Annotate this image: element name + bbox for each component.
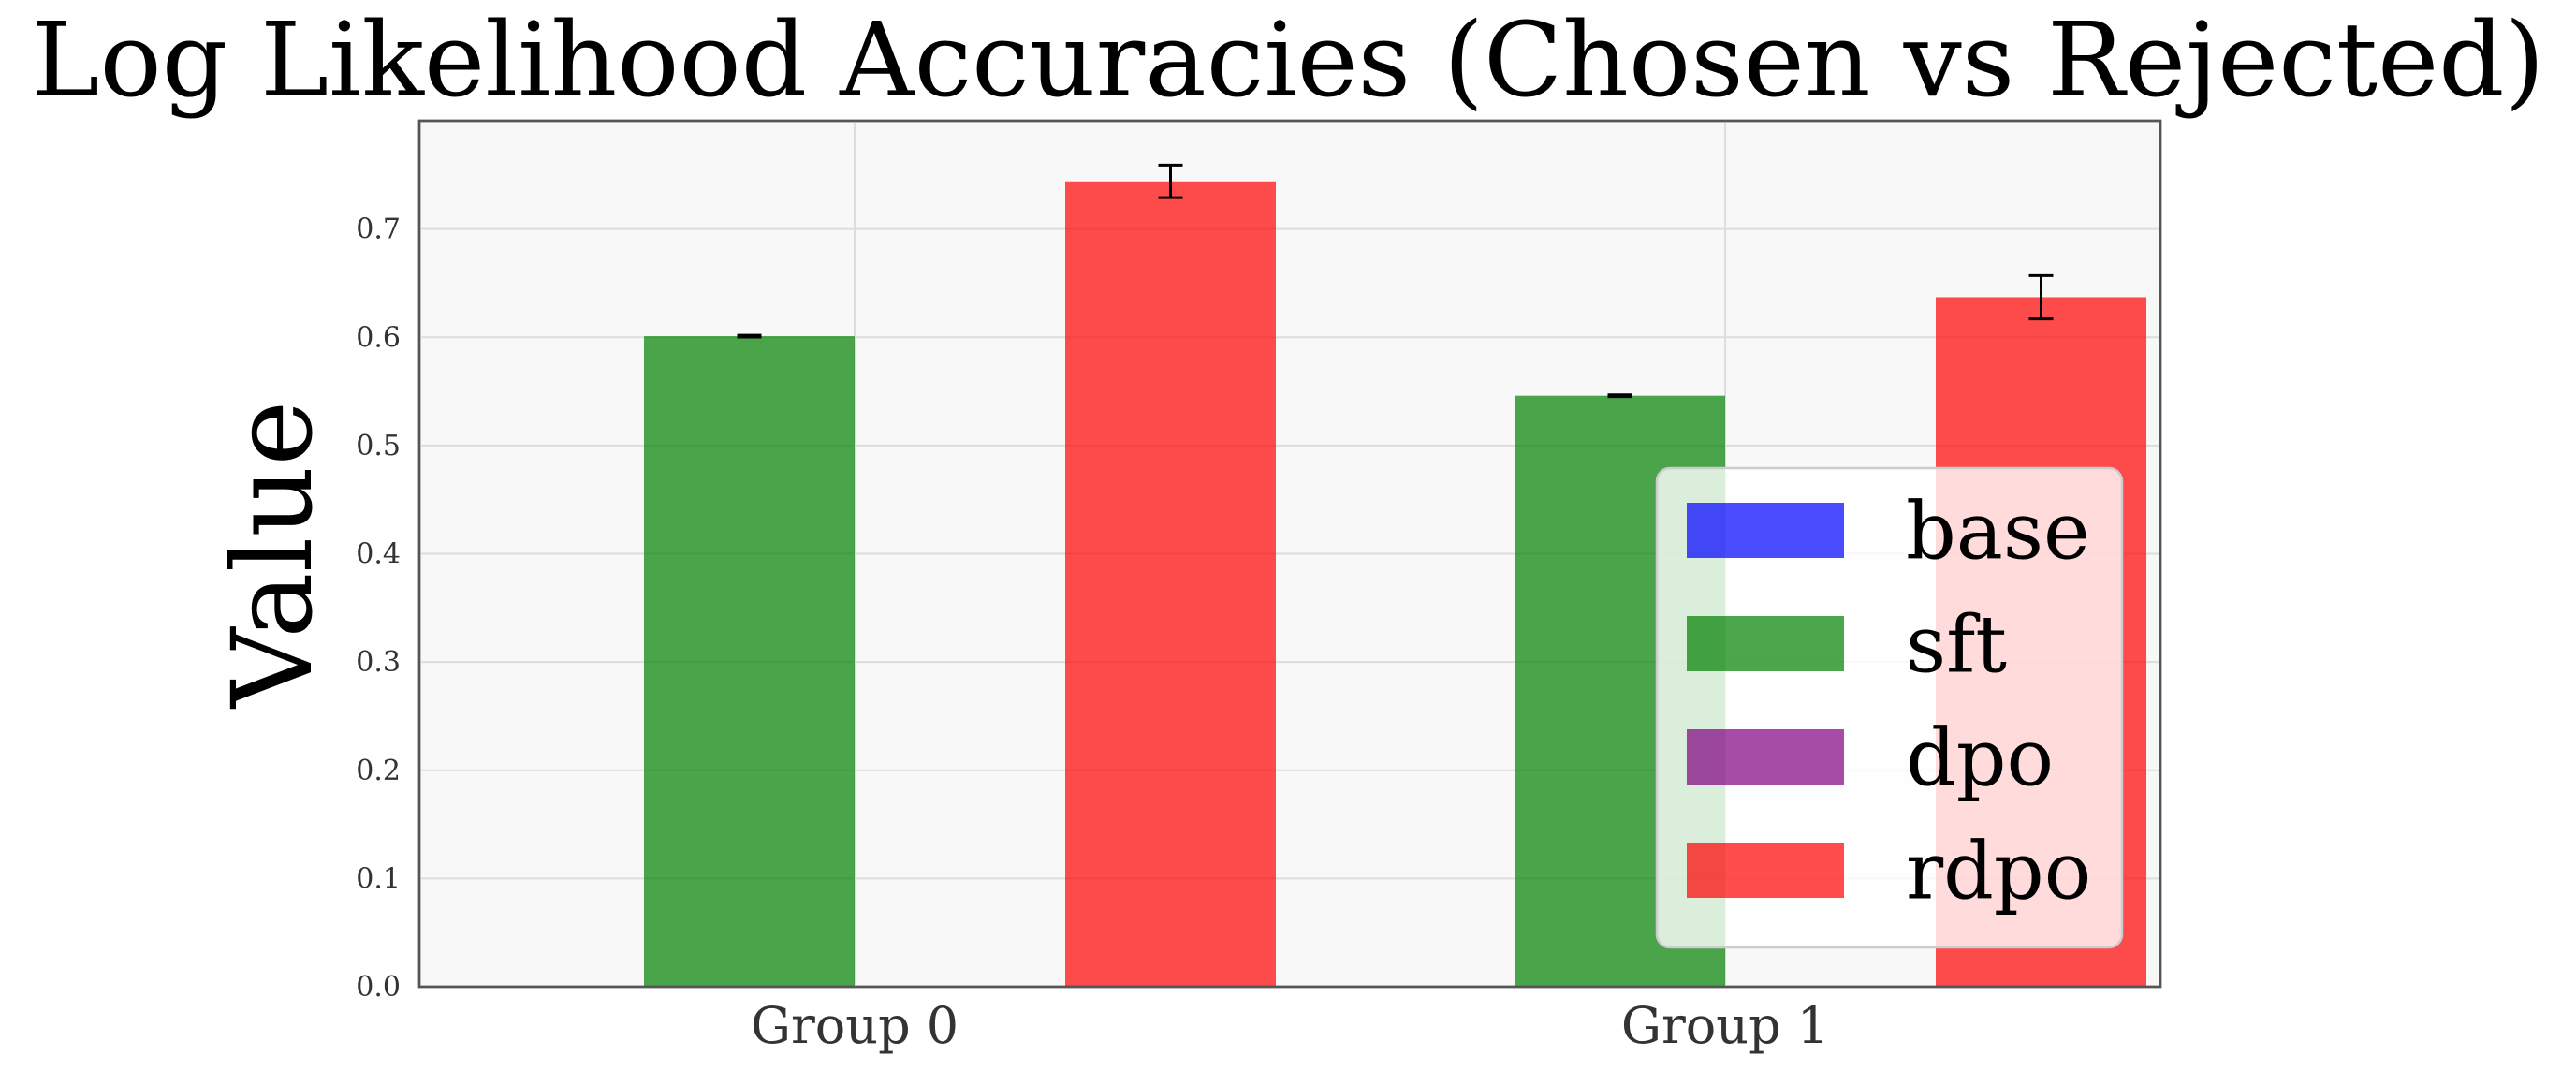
legend-label-sft: sft xyxy=(1906,599,2007,691)
legend-label-dpo: dpo xyxy=(1906,712,2054,804)
x-tick-label: Group 1 xyxy=(1621,996,1829,1055)
y-tick-label: 0.1 xyxy=(356,862,401,895)
chart-title: Log Likelihood Accuracies (Chosen vs Rej… xyxy=(31,0,2544,120)
plot-frame xyxy=(417,119,2162,989)
y-tick-label: 0.3 xyxy=(356,646,401,679)
x-ticks: Group 0 Group 1 xyxy=(751,996,1829,1055)
bar-sft xyxy=(644,336,855,987)
legend-label-base: base xyxy=(1906,486,2090,578)
y-tick-label: 0.0 xyxy=(356,971,401,1004)
y-tick-label: 0.7 xyxy=(356,213,401,246)
x-tick-label: Group 0 xyxy=(751,996,959,1055)
legend: base sft dpo rdpo xyxy=(1655,466,2124,949)
legend-swatch-base xyxy=(1687,503,1844,558)
y-tick-label: 0.5 xyxy=(356,430,401,462)
bar-rdpo xyxy=(1065,181,1276,987)
legend-swatch-sft xyxy=(1687,616,1844,671)
y-tick-label: 0.6 xyxy=(356,321,401,354)
y-tick-label: 0.2 xyxy=(356,755,401,787)
y-tick-label: 0.4 xyxy=(356,538,401,571)
legend-swatch-rdpo xyxy=(1687,843,1844,898)
legend-label-rdpo: rdpo xyxy=(1906,826,2091,917)
legend-swatch-dpo xyxy=(1687,729,1844,785)
y-ticks: 0.0 0.1 0.2 0.3 0.4 0.5 0.6 0.7 xyxy=(356,213,401,1004)
legend-box xyxy=(1655,466,2124,949)
y-axis-label: Value xyxy=(208,401,337,710)
